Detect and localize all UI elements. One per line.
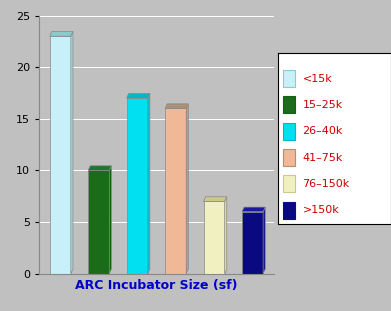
Polygon shape xyxy=(127,94,150,98)
FancyBboxPatch shape xyxy=(283,149,295,166)
Polygon shape xyxy=(186,104,188,274)
Text: >150k: >150k xyxy=(303,205,339,215)
Polygon shape xyxy=(88,166,111,170)
Polygon shape xyxy=(165,104,188,109)
Text: 15–25k: 15–25k xyxy=(303,100,343,110)
Polygon shape xyxy=(127,98,148,274)
Polygon shape xyxy=(203,202,225,274)
FancyBboxPatch shape xyxy=(283,123,295,140)
Polygon shape xyxy=(109,166,111,274)
Text: 26–40k: 26–40k xyxy=(303,126,343,136)
Polygon shape xyxy=(242,212,263,274)
FancyBboxPatch shape xyxy=(283,70,295,87)
Polygon shape xyxy=(50,31,73,36)
Polygon shape xyxy=(225,197,227,274)
FancyBboxPatch shape xyxy=(283,96,295,114)
Polygon shape xyxy=(263,207,265,274)
Polygon shape xyxy=(50,36,71,274)
Polygon shape xyxy=(148,94,150,274)
FancyBboxPatch shape xyxy=(283,202,295,219)
Polygon shape xyxy=(165,109,186,274)
Polygon shape xyxy=(242,207,265,212)
Text: 41–75k: 41–75k xyxy=(303,153,343,163)
Polygon shape xyxy=(203,197,227,202)
Polygon shape xyxy=(71,31,73,274)
X-axis label: ARC Incubator Size (sf): ARC Incubator Size (sf) xyxy=(75,279,238,292)
Text: 76–150k: 76–150k xyxy=(303,179,350,189)
Text: <15k: <15k xyxy=(303,73,332,84)
FancyBboxPatch shape xyxy=(283,175,295,193)
Polygon shape xyxy=(88,170,109,274)
